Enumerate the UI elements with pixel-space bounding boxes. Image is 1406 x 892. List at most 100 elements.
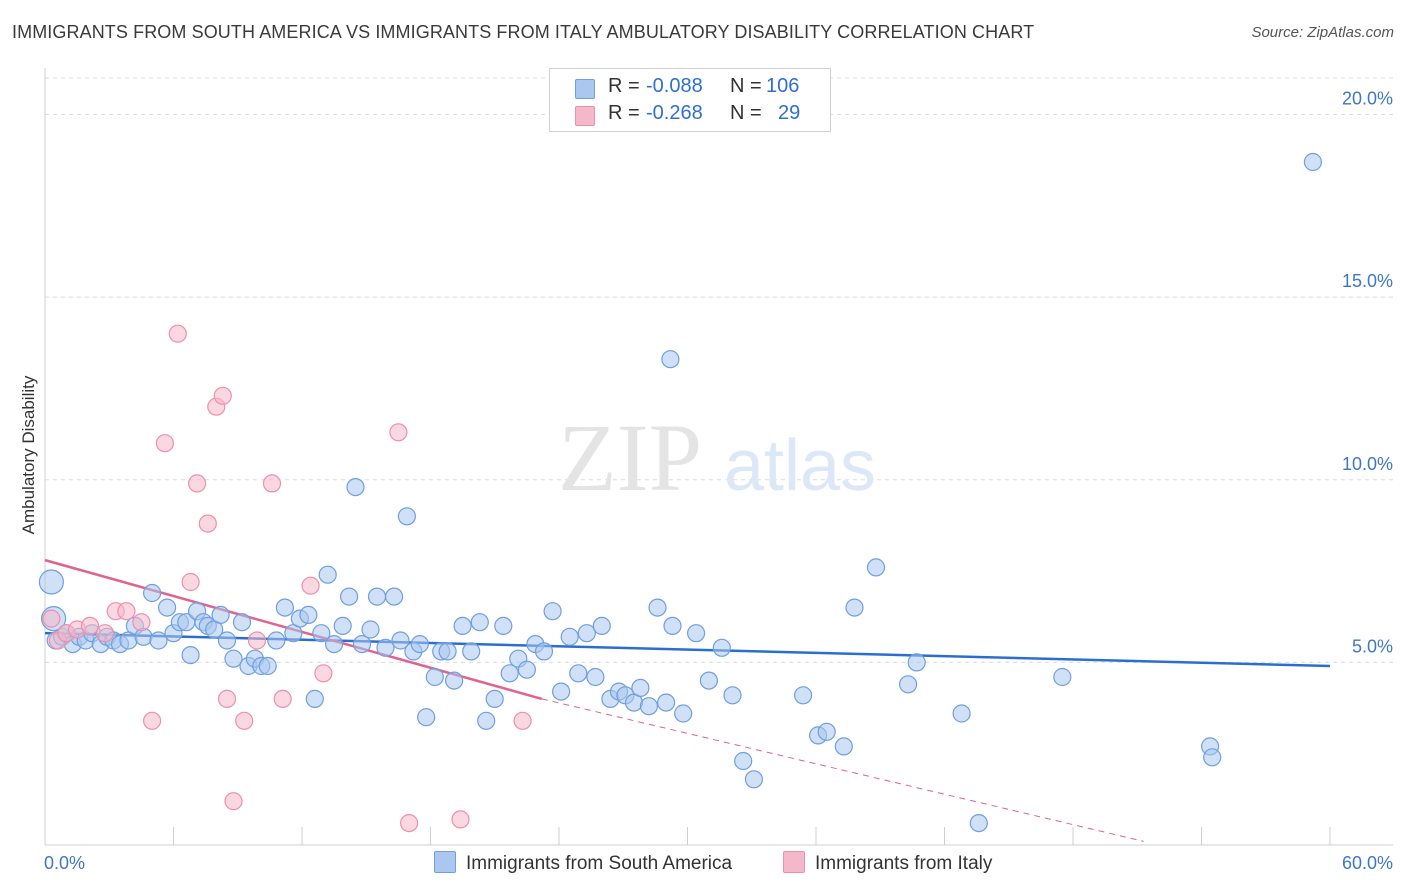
correlation-legend: R = -0.088 N = 106 R = -0.268 N = 29 [549,68,831,132]
axes [44,68,1393,846]
point-italy [247,631,267,650]
legend-r-value: -0.088 [646,75,703,97]
point-italy [513,711,532,730]
point-italy [155,434,174,453]
point-south-america [663,616,682,636]
point-italy [262,474,282,493]
legend-n-value: 106 [766,75,800,97]
point-south-america [438,642,457,661]
bottom-legend-label-south-america: Immigrants from South America [466,853,733,874]
point-south-america [453,616,472,636]
bottom-legend-swatch-south-america [434,851,456,873]
point-italy [235,711,254,730]
point-south-america [410,634,429,654]
y-tick-labels: 5.0% 10.0% 15.0% 20.0% [1342,89,1393,657]
point-south-america [1053,667,1072,687]
point-south-america [674,704,693,723]
point-south-america [462,642,481,661]
point-south-america [275,598,294,617]
point-south-america [1203,748,1222,767]
point-south-america [391,631,410,650]
point-italy [42,609,61,628]
point-italy [273,689,292,709]
point-south-america [470,613,489,632]
point-south-america [367,587,387,606]
y-tick-label: 10.0% [1342,454,1393,474]
point-italy [80,616,100,636]
point-south-america [592,616,611,636]
point-south-america [543,602,562,621]
point-south-america [517,660,537,679]
point-south-america [817,722,836,741]
legend-n-label: N = [730,102,762,124]
point-south-america [346,478,365,497]
y-tick-label: 15.0% [1342,271,1393,291]
point-italy [168,324,187,343]
point-south-america [907,653,926,672]
point-south-america [560,627,579,646]
point-south-america [397,507,416,526]
y-tick-label: 20.0% [1342,89,1393,109]
bottom-legend-italy[interactable]: Immigrants from Italy [783,851,992,875]
point-south-america [648,598,667,617]
legend-n-value: 29 [778,102,801,124]
point-south-america [376,638,395,657]
point-south-america [267,631,286,650]
legend-swatch-italy [575,106,595,126]
point-italy [314,664,333,683]
data-points [38,152,1323,833]
point-south-america [217,631,237,650]
point-south-america [586,667,605,687]
legend-n-label: N = [730,75,762,97]
point-south-america [385,587,404,606]
point-italy [117,602,136,621]
trend-line-italy-extension [541,698,1144,842]
point-south-america [500,664,519,683]
point-south-america [712,638,731,657]
bottom-legend-swatch-italy [783,851,805,873]
x-tick-label-right: 60.0% [1342,853,1393,873]
point-south-america [333,616,352,636]
point-italy [198,514,217,533]
legend-swatch-south-america [575,79,595,99]
point-italy [451,810,470,829]
point-italy [181,572,200,592]
bottom-legend-south-america[interactable]: Immigrants from South America [434,851,732,875]
y-tick-label: 5.0% [1352,636,1393,656]
point-italy [213,386,232,405]
point-south-america [744,770,764,789]
y-axis-label: Ambulatory Disability [19,375,38,534]
point-italy [188,474,207,493]
point-south-america [477,711,496,730]
point-south-america [952,704,971,723]
point-south-america [569,664,588,683]
point-south-america [661,350,680,369]
point-south-america [181,645,200,665]
point-south-america [631,678,650,698]
point-south-america [224,649,243,668]
point-south-america [834,737,853,756]
point-italy [132,613,151,632]
point-south-america [639,697,659,716]
point-south-america [898,675,918,694]
watermark-zip: ZIP [558,404,702,511]
bottom-legend-label-italy: Immigrants from Italy [815,853,993,874]
point-south-america [494,616,513,636]
point-south-america [361,620,380,639]
point-south-america [793,686,813,705]
point-south-america [686,624,706,643]
point-south-america [325,634,344,654]
grid-lines [45,77,1393,663]
point-south-america [352,634,372,654]
point-south-america [734,751,753,771]
point-south-america [318,565,337,584]
point-south-america [866,558,886,577]
point-italy [389,423,408,442]
point-south-america [211,605,230,625]
point-south-america [158,598,177,617]
point-italy [95,624,115,643]
legend-r-value: -0.268 [646,102,703,124]
point-south-america [723,686,742,705]
point-south-america [534,642,554,661]
point-south-america [1303,152,1323,172]
